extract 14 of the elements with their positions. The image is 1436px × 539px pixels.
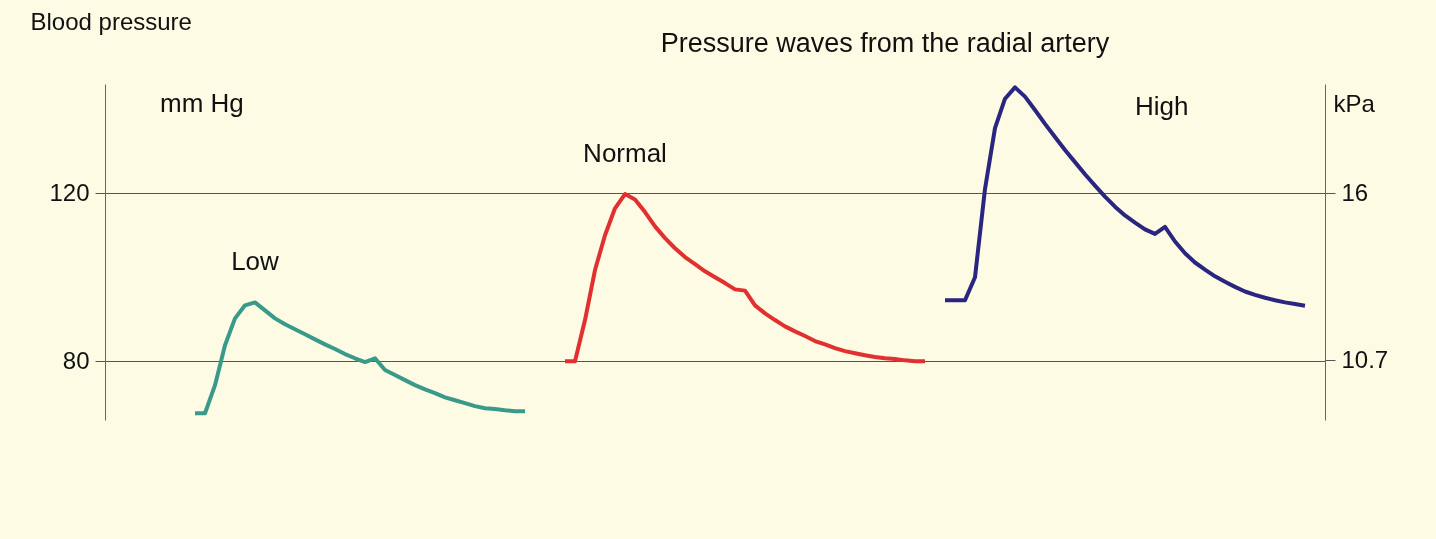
line-series: [943, 85, 1307, 308]
y-tick-label: 120: [49, 178, 90, 206]
y2-tick-label: 16: [1341, 178, 1369, 206]
y2-tick-label: 10.7: [1341, 345, 1389, 373]
y2-axis-title: kPa: [1333, 89, 1376, 117]
chart-title: Pressure waves from the radial artery: [660, 28, 1110, 58]
y-axis-title: Blood pressure: [30, 7, 192, 35]
y-tick-label: 80: [62, 346, 90, 374]
series-label: Normal: [583, 138, 667, 169]
text: High: [1135, 91, 1189, 122]
line-series: [563, 192, 927, 364]
line-series: [193, 300, 527, 416]
series-label: Low: [231, 246, 280, 277]
annotation: mm Hg: [160, 88, 244, 118]
